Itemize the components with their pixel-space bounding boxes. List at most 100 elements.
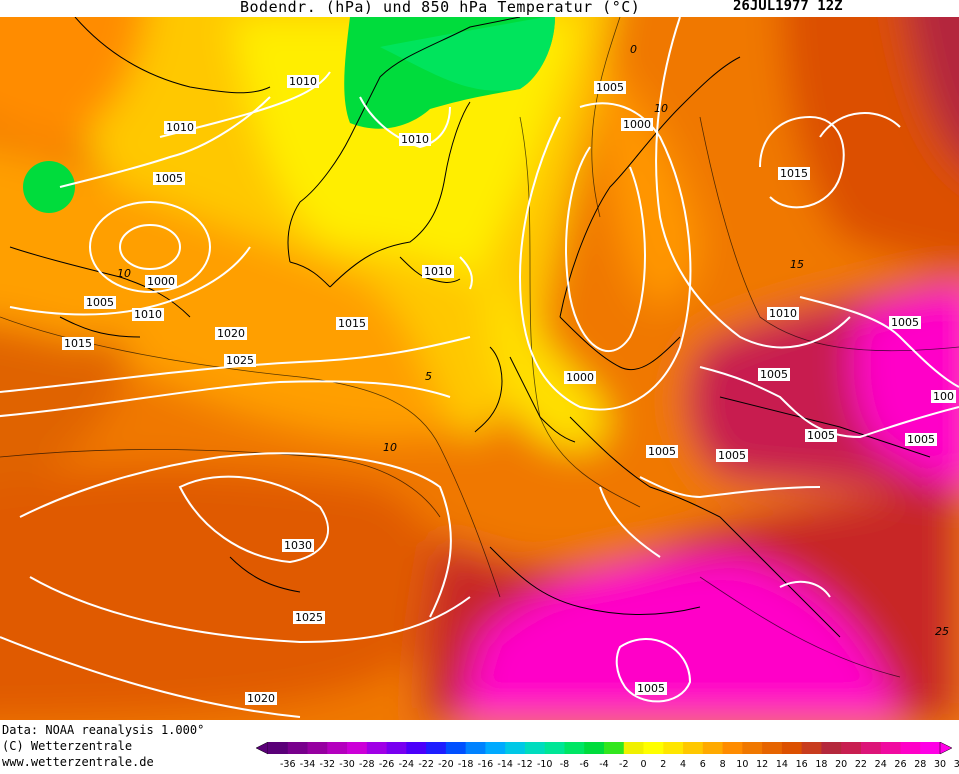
legend-bar: -36 -34 -32 -30 -28 -26 -24 -22 -20 -18 -16 -14 -12-… — [255, 741, 959, 770]
isotherm-label: 15 — [790, 258, 804, 271]
isobar-label: 1000 — [621, 118, 653, 131]
legend-arrow-left — [255, 741, 269, 755]
legend-tick-label: -12 — [517, 759, 533, 770]
legend-swatch — [268, 742, 289, 754]
isobar-label: 1005 — [635, 682, 667, 695]
legend-swatch — [406, 742, 427, 754]
legend-tick-label: -22 — [418, 759, 434, 770]
isobar-label: 1030 — [282, 539, 314, 552]
isotherm-label: 5 — [425, 370, 432, 383]
isobar-label: 1025 — [293, 611, 325, 624]
copyright-text: (C) Wetterzentrale — [2, 739, 133, 753]
legend-tick-label: -4 — [599, 759, 608, 770]
isobar-label: 1005 — [889, 316, 921, 329]
isobar-label: 1020 — [245, 692, 277, 705]
data-source-text: Data: NOAA reanalysis 1.000° — [2, 723, 205, 737]
legend-arrow-right — [939, 741, 953, 755]
isobar-label: 1005 — [594, 81, 626, 94]
legend-swatch — [860, 742, 882, 754]
legend-tick-label: 8 — [720, 759, 726, 770]
legend-swatch — [327, 742, 348, 754]
legend-swatch — [347, 742, 368, 754]
isobar-label: 1020 — [215, 327, 247, 340]
isotherm-label: 10 — [117, 267, 131, 280]
legend-swatch — [801, 742, 822, 754]
legend-tick-label: -26 — [379, 759, 395, 770]
isobar-label: 1010 — [164, 121, 196, 134]
legend-tick-label: 22 — [855, 759, 867, 770]
legend-tick-label: 26 — [894, 759, 906, 770]
isobar-label: 1000 — [564, 371, 596, 384]
isobar-labels: 1010 1010 1010 1010 1005 1000 1005 1010 … — [0, 17, 959, 720]
legend-swatch — [505, 742, 526, 754]
isotherm-label: 10 — [383, 441, 397, 454]
legend-tick-label: 2 — [660, 759, 666, 770]
legend-tick-label: 28 — [914, 759, 926, 770]
isobar-label: 1025 — [224, 354, 256, 367]
isobar-label: 1000 — [145, 275, 177, 288]
legend-tick-label: -18 — [458, 759, 474, 770]
isobar-label: 1005 — [716, 449, 748, 462]
legend-swatch — [663, 742, 684, 754]
legend-tick-label: -2 — [619, 759, 628, 770]
isobar-label: 1010 — [767, 307, 799, 320]
color-legend: -36 -34 -32 -30 -28 -26 -24 -22 -20 -18 -16 -14 -12-… — [255, 741, 959, 774]
legend-tick-label: 24 — [875, 759, 887, 770]
legend-tick-label: 6 — [700, 759, 706, 770]
legend-tick-label: -24 — [399, 759, 415, 770]
isobar-label: 1010 — [399, 133, 431, 146]
legend-tick-label: 0 — [641, 759, 647, 770]
isobar-label: 1005 — [805, 429, 837, 442]
legend-swatch — [564, 742, 585, 754]
website-text: www.wetterzentrale.de — [2, 755, 154, 769]
legend-tick-label: -8 — [560, 759, 569, 770]
legend-swatch — [544, 742, 565, 754]
legend-swatch — [880, 742, 901, 754]
isotherm-label: 25 — [935, 625, 949, 638]
legend-tick-label: -16 — [478, 759, 494, 770]
legend-swatch — [841, 742, 862, 754]
legend-tick-label: -20 — [438, 759, 454, 770]
legend-swatch — [465, 742, 486, 754]
legend-swatch — [762, 742, 783, 754]
legend-tick-label: -14 — [497, 759, 513, 770]
legend-tick-label: -34 — [300, 759, 316, 770]
legend-swatch — [781, 742, 803, 754]
legend-swatch — [623, 742, 645, 754]
isobar-label: 1010 — [132, 308, 164, 321]
legend-tick-label: 32 — [954, 759, 959, 770]
legend-swatch — [643, 742, 664, 754]
legend-tick-label: -32 — [320, 759, 336, 770]
legend-swatch — [386, 742, 407, 754]
legend-tick-label: 30 — [934, 759, 946, 770]
isobar-label: 1005 — [905, 433, 937, 446]
legend-tick-label: -6 — [579, 759, 588, 770]
isobar-label: 1010 — [422, 265, 454, 278]
isobar-label: 1005 — [758, 368, 790, 381]
legend-tick-label: 12 — [756, 759, 768, 770]
map-title: Bodendr. (hPa) und 850 hPa Temperatur (°… — [240, 0, 641, 16]
legend-tick-label: 14 — [776, 759, 788, 770]
legend-tick-label: 18 — [815, 759, 827, 770]
legend-swatch — [683, 742, 704, 754]
isobar-label: 100 — [931, 390, 956, 403]
legend-swatch — [485, 742, 506, 754]
legend-swatch — [900, 742, 921, 754]
legend-tick-label: -10 — [537, 759, 553, 770]
isobar-label: 1015 — [778, 167, 810, 180]
legend-swatch — [445, 742, 467, 754]
isobar-label: 1005 — [84, 296, 116, 309]
isotherm-label: 10 — [654, 102, 668, 115]
legend-swatch — [307, 742, 328, 754]
legend-tick-label: 20 — [835, 759, 847, 770]
cold-pool-labrador — [23, 161, 75, 213]
legend-swatch — [604, 742, 625, 754]
legend-swatch — [920, 742, 941, 754]
isobar-label: 1010 — [287, 75, 319, 88]
weather-map: 1010 1010 1010 1010 1005 1000 1005 1010 … — [0, 17, 959, 720]
isobar-label: 1015 — [336, 317, 368, 330]
legend-swatch — [584, 742, 605, 754]
header: Bodendr. (hPa) und 850 hPa Temperatur (°… — [0, 0, 959, 18]
legend-tick-label: -36 — [280, 759, 296, 770]
legend-swatch — [287, 742, 309, 754]
